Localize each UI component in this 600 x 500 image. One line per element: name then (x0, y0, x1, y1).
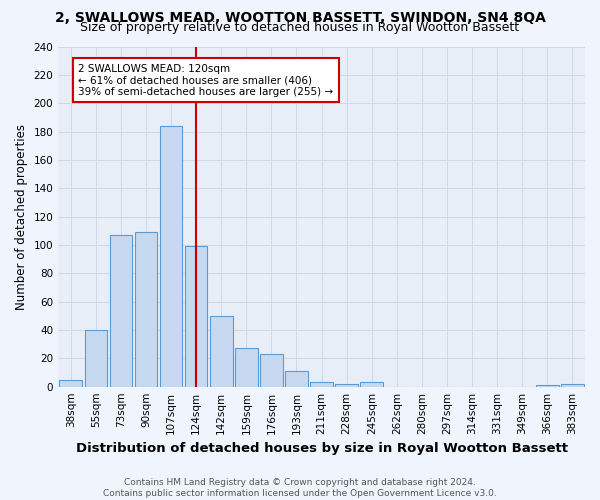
Bar (85, 330, 107, 386)
Bar (361, 382, 383, 386)
Bar (335, 384, 358, 386)
Bar (235, 348, 257, 387)
Bar (134, 232, 157, 386)
Bar (210, 316, 233, 386)
Bar (185, 246, 208, 386)
X-axis label: Distribution of detached houses by size in Royal Wootton Bassett: Distribution of detached houses by size … (76, 442, 568, 455)
Text: Contains HM Land Registry data © Crown copyright and database right 2024.
Contai: Contains HM Land Registry data © Crown c… (103, 478, 497, 498)
Text: 2, SWALLOWS MEAD, WOOTTON BASSETT, SWINDON, SN4 8QA: 2, SWALLOWS MEAD, WOOTTON BASSETT, SWIND… (55, 11, 545, 25)
Bar (285, 371, 308, 386)
Y-axis label: Number of detached properties: Number of detached properties (15, 124, 28, 310)
Text: 2 SWALLOWS MEAD: 120sqm
← 61% of detached houses are smaller (406)
39% of semi-d: 2 SWALLOWS MEAD: 120sqm ← 61% of detache… (78, 64, 334, 96)
Bar (110, 235, 132, 386)
Bar (260, 354, 283, 386)
Bar (310, 382, 333, 386)
Bar (160, 126, 182, 386)
Bar (59, 380, 82, 386)
Bar (561, 384, 584, 386)
Text: Size of property relative to detached houses in Royal Wootton Bassett: Size of property relative to detached ho… (80, 21, 520, 34)
